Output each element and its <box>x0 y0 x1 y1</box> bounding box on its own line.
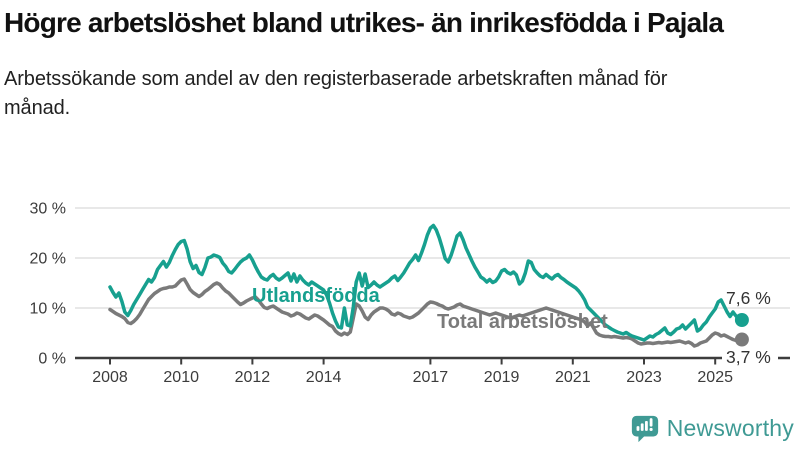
y-axis-tick-label: 0 % <box>38 351 66 368</box>
newsworthy-logo[interactable]: Newsworthy <box>630 412 794 444</box>
y-axis-tick-label: 10 % <box>30 301 66 318</box>
x-axis-tick-label: 2023 <box>626 369 662 386</box>
newsworthy-logo-icon <box>631 415 658 443</box>
y-axis-tick-label: 20 % <box>30 251 66 268</box>
series-line <box>108 277 744 348</box>
page-title: Högre arbetslöshet bland utrikes- än inr… <box>4 7 724 38</box>
series-end-dot <box>734 332 749 347</box>
series-end-dot <box>734 313 749 327</box>
end-value-label: 7,6 % <box>726 288 771 308</box>
x-axis-tick-label: 2014 <box>306 369 342 386</box>
x-axis-tick-label: 2025 <box>697 369 733 386</box>
x-axis-tick-label: 2019 <box>484 369 520 386</box>
x-axis-tick-label: 2010 <box>163 369 199 386</box>
brand-name: Newsworthy <box>666 414 794 441</box>
series-label: Utlandsfödda <box>252 285 381 307</box>
end-value-label: 3,7 % <box>726 347 771 367</box>
x-axis-tick-label: 2021 <box>555 369 591 386</box>
y-axis-tick-label: 30 % <box>30 201 66 218</box>
chart-header: Högre arbetslöshet bland utrikes- än inr… <box>4 4 796 123</box>
x-axis-tick-label: 2008 <box>92 369 128 386</box>
series-label: Total arbetslöshet <box>437 311 608 333</box>
series-line <box>108 223 744 342</box>
x-axis-tick-label: 2012 <box>235 369 271 386</box>
x-axis-tick-label: 2017 <box>413 369 449 386</box>
label-mask <box>722 348 778 367</box>
chart-subtitle: Arbetssökande som andel av den registerb… <box>4 67 668 119</box>
